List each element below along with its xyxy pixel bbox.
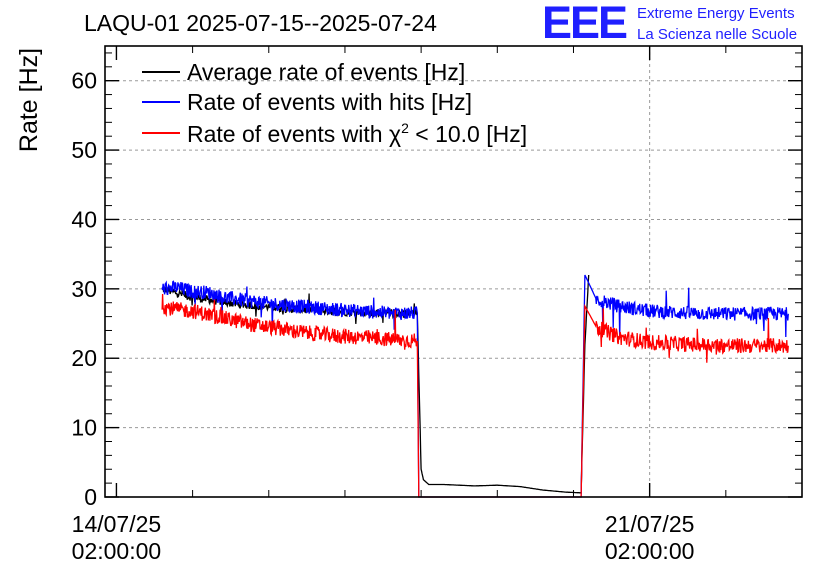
logo-line-2: La Scienza nelle Scuole [637,26,797,43]
eee-logo: EEE Extreme Energy Events La Scienza nel… [542,0,797,48]
legend-label-hits: Rate of events with hits [Hz] [187,89,472,115]
legend-chi2-sup: 2 [401,120,409,136]
x-tick-label-time: 02:00:00 [72,538,162,564]
x-tick-label-time: 02:00:00 [605,538,695,564]
legend-label-chi2: Rate of events with χ2 < 10.0 [Hz] [187,120,527,147]
legend: Average rate of events [Hz] Rate of even… [142,59,527,147]
series-line-0 [161,274,590,494]
series-group [161,274,789,498]
logo-line-1: Extreme Energy Events [637,5,795,22]
plot-frame [104,45,803,498]
y-tick-labels: 0 10 20 30 40 50 60 [71,68,97,510]
y-tick-label: 40 [71,206,97,232]
axis-ticks [105,46,802,498]
y-tick-label: 20 [71,345,97,371]
x-tick-label-date: 21/07/25 [605,511,695,537]
series-line-2 [161,293,789,498]
y-tick-label: 60 [71,68,97,94]
chart-title: LAQU-01 2025-07-15--2025-07-24 [84,10,437,36]
legend-chi2-prefix: Rate of events with [187,121,389,147]
y-axis-title: Rate [Hz] [15,48,43,152]
logo-letters: EEE [542,0,627,48]
legend-label-average: Average rate of events [Hz] [187,59,465,85]
y-tick-label: 10 [71,415,97,441]
y-tick-label: 50 [71,137,97,163]
legend-chi2-symbol: χ [389,121,401,147]
y-tick-label: 0 [84,484,97,510]
y-tick-label: 30 [71,276,97,302]
grid [105,46,802,497]
legend-chi2-suffix: < 10.0 [Hz] [409,121,527,147]
x-tick-label-date: 14/07/25 [72,511,162,537]
